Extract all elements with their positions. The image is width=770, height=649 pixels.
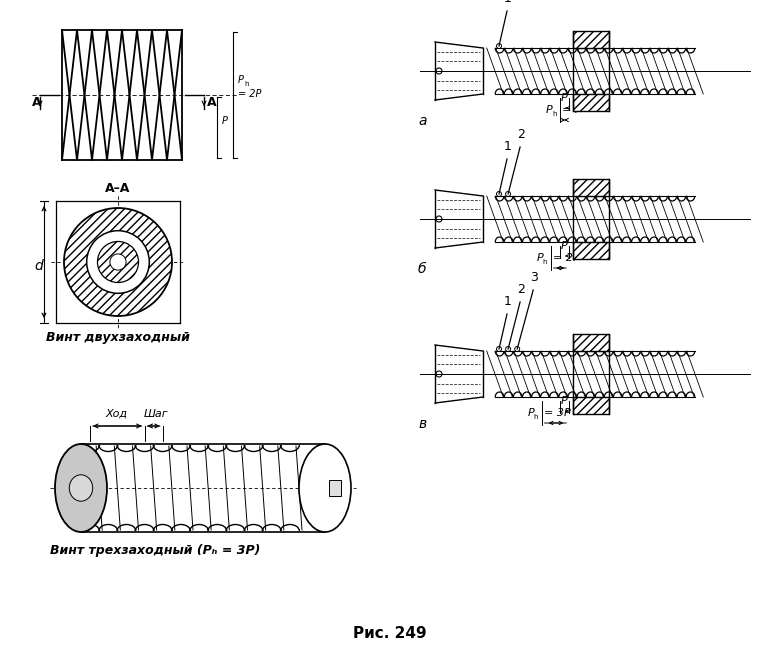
Text: Ход: Ход [105,409,128,419]
Text: P: P [561,93,567,103]
Text: = P: = P [562,105,581,115]
Text: = 2P: = 2P [238,89,261,99]
Bar [573,242,609,259]
Text: 1: 1 [504,295,512,308]
Text: h: h [534,414,538,420]
Text: б: б [418,262,427,276]
Bar [573,31,609,48]
Text: а: а [418,114,427,128]
Text: P: P [238,75,244,85]
Text: d: d [34,259,43,273]
Text: P: P [222,117,228,127]
Bar [573,94,609,111]
Bar [573,178,609,196]
Text: 2: 2 [517,128,525,141]
Circle shape [110,254,126,270]
Circle shape [64,208,172,316]
Bar [573,397,609,414]
Text: A: A [32,97,42,110]
Text: h: h [552,111,557,117]
Text: Рис. 249: Рис. 249 [353,626,427,641]
Text: 1: 1 [504,0,512,5]
Ellipse shape [55,444,107,532]
Text: = 2P: = 2P [553,253,580,263]
Bar [573,334,609,351]
Text: A: A [207,97,216,110]
Text: P: P [561,241,567,251]
Circle shape [98,241,139,282]
Text: в: в [418,417,426,431]
Ellipse shape [69,475,92,501]
Text: P: P [561,396,567,406]
Text: Винт трехзаходный (Pₕ = 3P): Винт трехзаходный (Pₕ = 3P) [50,544,260,557]
Text: А–А: А–А [105,182,130,195]
Text: P: P [546,105,553,115]
Circle shape [87,230,149,293]
Text: h: h [543,259,547,265]
Text: P: P [537,253,544,263]
Bar [329,480,341,496]
Text: P: P [527,408,534,418]
Text: 3: 3 [531,271,538,284]
Ellipse shape [299,444,351,532]
Text: h: h [244,81,249,87]
Text: Винт двухзаходный: Винт двухзаходный [46,331,190,344]
Text: = 3P: = 3P [544,408,571,418]
Text: 1: 1 [504,140,512,153]
Text: 2: 2 [517,283,525,296]
Text: Шаг: Шаг [144,409,169,419]
